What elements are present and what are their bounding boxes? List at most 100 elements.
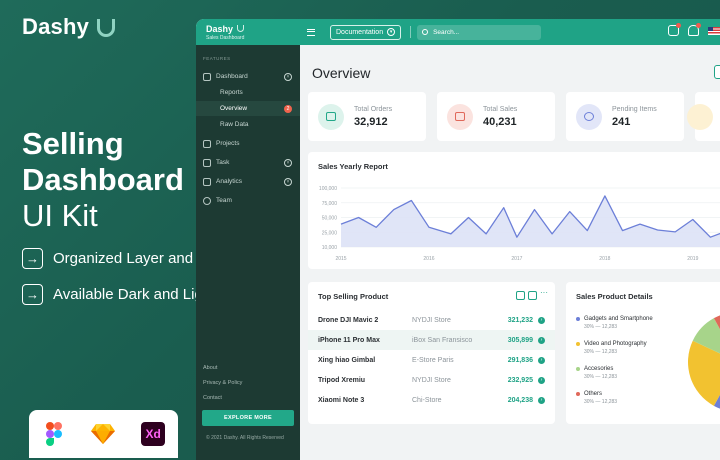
brand-mark-icon: [237, 25, 245, 32]
product-name: iPhone 11 Pro Max: [318, 336, 380, 344]
sales-area-chart: 10,000 25,000 50,000 75,000 100,000 2015 2016 2…: [319, 186, 720, 262]
bell-icon[interactable]: [688, 23, 701, 36]
stat-value: 241: [612, 115, 631, 128]
sidebar-subitem-overview[interactable]: Overview 2: [196, 101, 300, 116]
stat-value: 40,231: [483, 115, 517, 128]
chevron-down-icon: ˅: [284, 177, 292, 186]
product-name: Drone DJI Mavic 2: [318, 316, 379, 324]
top-selling-product-card: Top Selling Product ··· Drone DJI Mavic …: [308, 282, 555, 424]
sidebar-subitem-reports[interactable]: Reports: [220, 89, 243, 96]
chevron-right-icon[interactable]: ›: [538, 316, 545, 324]
legend-dot: [576, 317, 580, 321]
sidebar-item-label: Task: [216, 159, 230, 166]
legend-label: Accesories: [584, 366, 614, 372]
sidebar-item-team[interactable]: Team: [196, 193, 300, 208]
products-title: Top Selling Product: [318, 292, 389, 301]
legend-detail: 30% — 12,283: [584, 349, 618, 355]
legend-dot: [576, 367, 580, 371]
x-tick-label: 2017: [511, 256, 522, 262]
topbar-actions: [668, 23, 720, 36]
hero-title: Selling Dashboard UI Kit: [22, 126, 184, 234]
chevron-right-icon[interactable]: ›: [538, 336, 545, 344]
chart-title: Sales Yearly Report: [318, 162, 388, 171]
documentation-label: Documentation: [336, 28, 384, 36]
calendar-button[interactable]: [714, 65, 720, 79]
notification-dot: [676, 23, 681, 28]
x-tick-label: 2019: [687, 256, 698, 262]
arrow-right-icon: →: [22, 284, 43, 305]
main-content: Overview Total Orders 32,912 Total Sales…: [300, 45, 720, 460]
brand-name: Dashy: [22, 14, 90, 39]
sidebar-item-projects[interactable]: Projects: [196, 136, 300, 151]
stat-icon-wrap: [447, 103, 473, 130]
product-value: 204,238: [507, 396, 533, 404]
documentation-button[interactable]: Documentation ▾: [330, 24, 402, 40]
chevron-up-icon: ˄: [284, 72, 292, 81]
arrow-right-icon: →: [22, 248, 43, 269]
stat-label: Pending Items: [612, 105, 657, 113]
legend-label: Gadgets and Smartphone: [584, 316, 653, 322]
legend-dot: [576, 342, 580, 346]
filter-icon[interactable]: [516, 291, 525, 300]
chevron-right-icon[interactable]: ›: [538, 356, 545, 364]
y-tick-label: 50,000: [322, 216, 338, 222]
stat-card-pending-items: Pending Items 241: [566, 92, 684, 141]
menu-icon[interactable]: [307, 28, 315, 36]
design-tools: Xd: [29, 410, 178, 458]
more-icon[interactable]: ···: [540, 288, 548, 297]
overview-badge: 2: [284, 104, 292, 113]
product-value: 305,899: [507, 336, 533, 344]
folder-icon: [203, 139, 211, 148]
pie-slice: [713, 394, 720, 409]
hero-title-line1: Selling: [22, 126, 124, 161]
divider: [410, 26, 412, 38]
search-input[interactable]: Search...: [417, 24, 542, 40]
product-value: 321,232: [507, 316, 533, 324]
bag-icon: [455, 112, 465, 121]
sidebar-item-label: Analytics: [216, 178, 243, 185]
stat-card-total-sales: Total Sales 40,231: [437, 92, 555, 141]
about-link[interactable]: About: [203, 365, 218, 371]
product-value: 232,925: [507, 376, 533, 384]
sidebar-item-label: Team: [216, 197, 232, 204]
contact-link[interactable]: Contact: [203, 395, 222, 401]
analytics-icon: [203, 177, 211, 186]
chevron-right-icon[interactable]: ›: [538, 396, 545, 404]
product-row[interactable]: Tripod Xremiu NYDJI Store 232,925 ›: [308, 370, 555, 390]
task-icon: [203, 158, 211, 167]
product-store: Chi-Store: [412, 396, 442, 404]
privacy-link[interactable]: Privacy & Policy: [203, 380, 243, 386]
sales-pie-chart: [688, 315, 720, 409]
topbar-subtitle: Sales Dashboard: [206, 34, 245, 41]
product-store: E-Store Paris: [412, 356, 454, 364]
brand-logo: Dashy: [22, 14, 116, 40]
pie-slice: [688, 340, 720, 406]
sidebar-subitem-raw-data[interactable]: Raw Data: [220, 121, 249, 128]
chevron-right-icon[interactable]: ›: [538, 376, 545, 384]
team-icon: [203, 196, 211, 205]
sidebar-item-analytics[interactable]: Analytics ˅: [196, 174, 300, 189]
product-row[interactable]: iPhone 11 Pro Max iBox San Fransisco 305,8…: [308, 330, 555, 350]
y-tick-label: 100,000: [319, 186, 337, 192]
sidebar-item-dashboard[interactable]: Dashboard ˄: [196, 69, 300, 84]
product-row[interactable]: Xiaomi Note 3 Chi-Store 204,238 ›: [308, 390, 555, 410]
product-store: NYDJI Store: [412, 376, 451, 384]
inbox-icon[interactable]: [668, 23, 681, 36]
legend-detail: 30% — 12,283: [584, 324, 618, 330]
product-name: Xing hiao Gimbal: [318, 356, 376, 364]
xd-icon: Xd: [141, 422, 166, 446]
sidebar-item-task[interactable]: Task ˅: [196, 155, 300, 170]
explore-more-button[interactable]: EXPLORE MORE: [202, 410, 294, 426]
export-icon[interactable]: [528, 291, 537, 300]
product-row[interactable]: Drone DJI Mavic 2 NYDJI Store 321,232 ›: [308, 310, 555, 330]
stat-icon-wrap: [576, 103, 602, 130]
us-flag-icon[interactable]: [708, 26, 720, 35]
product-row[interactable]: Xing hiao Gimbal E-Store Paris 291,836 ›: [308, 350, 555, 370]
y-tick-label: 75,000: [322, 201, 338, 207]
legend-detail: 30% — 12,283: [584, 399, 618, 405]
product-name: Tripod Xremiu: [318, 376, 366, 384]
sketch-icon: [91, 422, 116, 446]
stat-card-total-orders: Total Orders 32,912: [308, 92, 426, 141]
topbar-brand[interactable]: Dashy Sales Dashboard: [196, 24, 300, 41]
dashboard-window: Dashy Sales Dashboard Documentation ▾ Se…: [196, 19, 720, 460]
